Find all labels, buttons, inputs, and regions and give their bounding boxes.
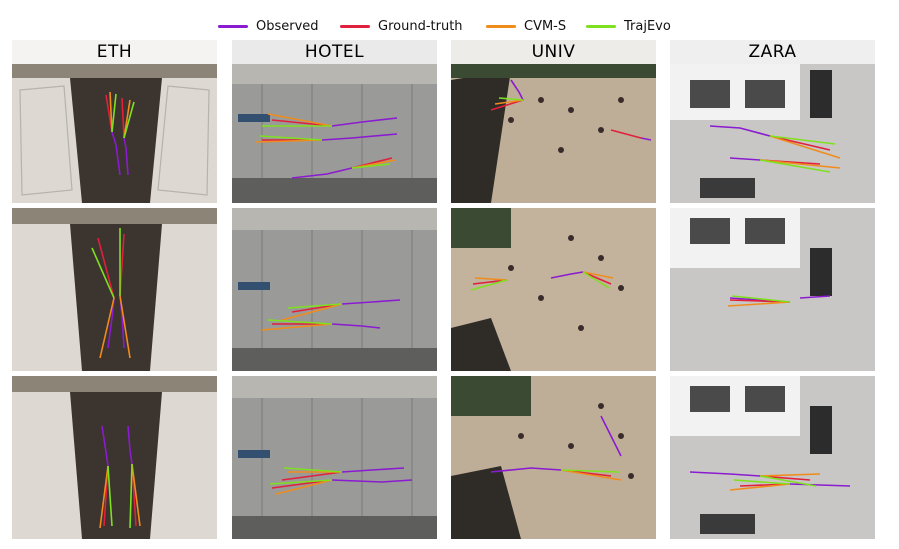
legend-label-cvm-s: CVM-S [524, 18, 567, 34]
trajectory-lines [105, 91, 135, 176]
column-title-univ: UNIV [451, 40, 656, 64]
zara-scene-image [670, 376, 875, 539]
univ-scene-row-3 [451, 376, 656, 539]
hotel-scene-row-2 [232, 208, 437, 371]
eth-scene-image [12, 40, 217, 203]
eth-scene-row-1: ETH [12, 40, 217, 203]
trajectory-lines [261, 299, 401, 331]
legend-swatch-cvm-s [486, 24, 516, 28]
column-title-eth: ETH [12, 40, 217, 64]
trajectory-lines [99, 425, 141, 529]
trajectory-lines [255, 113, 398, 179]
eth-scene-row-3 [12, 376, 217, 539]
legend-item-trajevo: TrajEvo [586, 14, 671, 38]
zara-scene-image [670, 40, 875, 203]
trajectory-lines [727, 295, 831, 307]
hotel-scene-row-1: HOTEL [232, 40, 437, 203]
univ-scene-image [451, 376, 656, 539]
trajectory-lines [490, 415, 622, 481]
panel-grid: ETH [0, 40, 899, 545]
legend-label-trajevo: TrajEvo [624, 18, 671, 34]
hotel-scene-image [232, 208, 437, 371]
legend-item-ground-truth: Ground-truth [340, 14, 463, 38]
univ-scene-row-1: UNIV [451, 40, 656, 203]
hotel-scene-image [232, 40, 437, 203]
legend-swatch-trajevo [586, 24, 616, 28]
hotel-scene-row-3 [232, 376, 437, 539]
legend-label-observed: Observed [256, 18, 319, 34]
eth-scene-image [12, 208, 217, 371]
trajectory-lines [689, 471, 851, 491]
univ-scene-row-2 [451, 208, 656, 371]
legend-item-observed: Observed [218, 14, 319, 38]
zara-scene-image [670, 208, 875, 371]
univ-scene-image [451, 208, 656, 371]
eth-scene-image [12, 376, 217, 539]
zara-scene-row-2 [670, 208, 875, 371]
trajectory-lines [490, 79, 652, 141]
column-title-zara: ZARA [670, 40, 875, 64]
univ-scene-image [451, 40, 656, 203]
hotel-scene-image [232, 376, 437, 539]
trajectory-lines [91, 228, 131, 359]
zara-scene-row-1: ZARA [670, 40, 875, 203]
column-title-hotel: HOTEL [232, 40, 437, 64]
legend-swatch-observed [218, 24, 248, 28]
trajectory-lines [269, 467, 413, 495]
zara-scene-row-3 [670, 376, 875, 539]
figure-legend: Observed Ground-truth CVM-S TrajEvo [0, 14, 899, 38]
legend-item-cvm-s: CVM-S [486, 14, 566, 38]
trajectory-lines [470, 271, 614, 291]
eth-scene-row-2 [12, 208, 217, 371]
legend-swatch-ground-truth [340, 24, 370, 28]
legend-label-ground-truth: Ground-truth [378, 18, 463, 34]
trajectory-lines [709, 125, 841, 173]
